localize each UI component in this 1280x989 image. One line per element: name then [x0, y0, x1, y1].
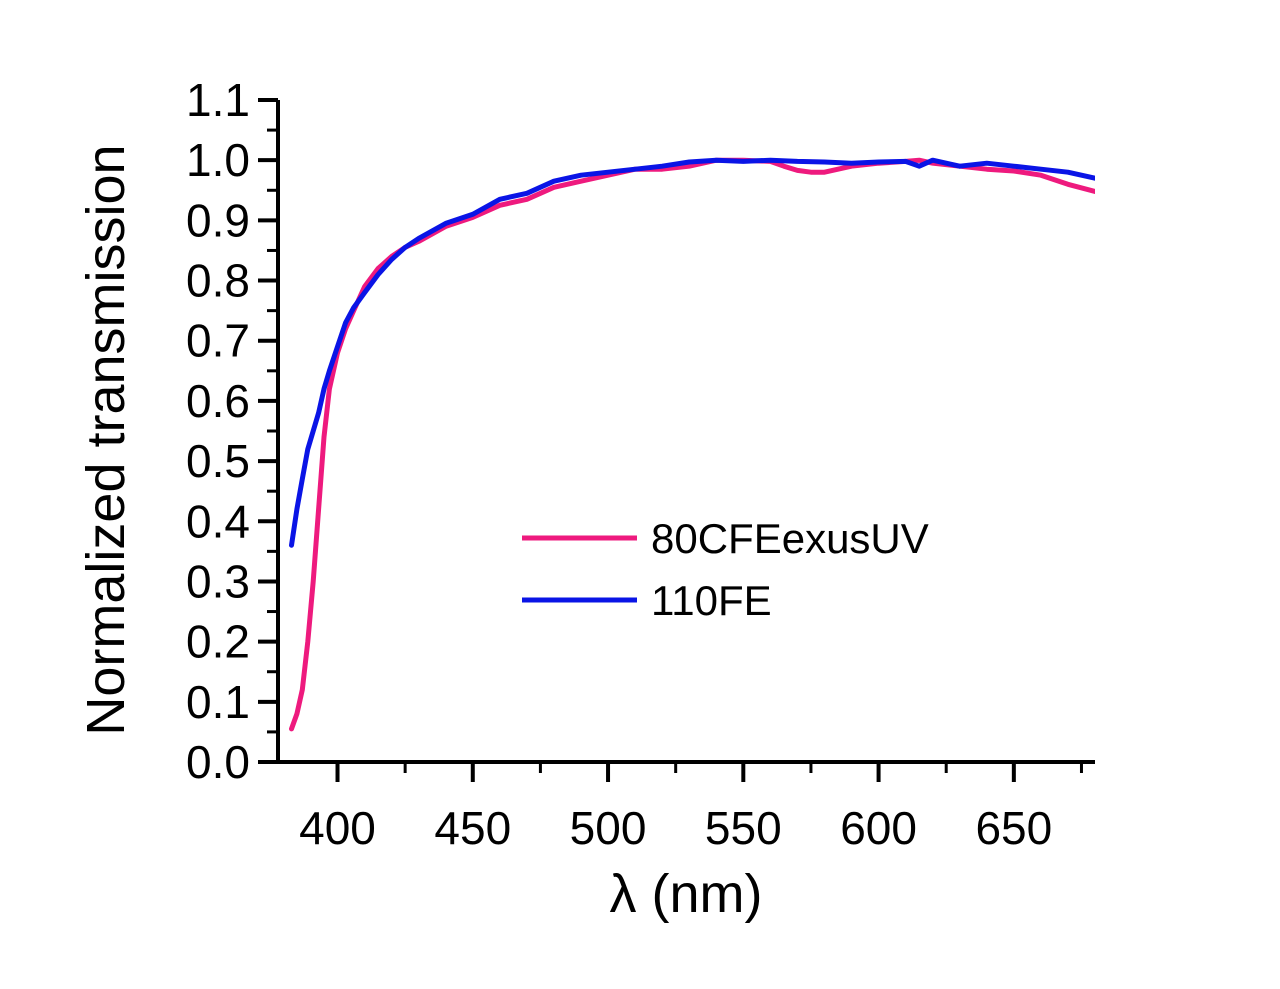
series-layer — [289, 157, 1095, 732]
y-tick-label: 0.7 — [186, 315, 250, 367]
y-tick-label: 0.9 — [186, 194, 250, 246]
axes — [276, 100, 1095, 764]
series-line-blue — [289, 157, 1095, 548]
y-tick-label: 0.1 — [186, 676, 250, 728]
x-tick-label: 400 — [299, 802, 376, 854]
y-axis-ticks: 0.0 0.1 0.2 0.3 0.4 0.5 0.6 0.7 0.8 0.9 1.0 1.1 — [186, 74, 278, 788]
legend-label: 110FE — [651, 577, 772, 624]
y-axis-title: Normalized transmission — [76, 144, 136, 735]
y-tick-label: 0.6 — [186, 375, 250, 427]
y-tick-label: 1.1 — [186, 74, 250, 126]
y-tick-label: 0.4 — [186, 495, 250, 547]
series-line-pink — [289, 157, 1095, 732]
x-tick-label: 500 — [570, 802, 647, 854]
y-tick-label: 0.8 — [186, 255, 250, 307]
x-tick-label: 600 — [840, 802, 917, 854]
y-tick-label: 0.5 — [186, 435, 250, 487]
y-tick-label: 0.2 — [186, 616, 250, 668]
legend-label: 80CFEexusUV — [651, 515, 929, 562]
y-tick-label: 0.3 — [186, 555, 250, 607]
x-tick-label: 650 — [975, 802, 1052, 854]
x-tick-label: 550 — [705, 802, 782, 854]
x-tick-label: 450 — [434, 802, 511, 854]
y-tick-label: 1.0 — [186, 134, 250, 186]
legend: 80CFEexusUV 110FE — [522, 515, 929, 624]
x-axis-title: λ (nm) — [610, 864, 763, 924]
x-axis-ticks: 400 450 500 550 600 650 — [299, 762, 1083, 854]
y-tick-label: 0.0 — [186, 736, 250, 788]
